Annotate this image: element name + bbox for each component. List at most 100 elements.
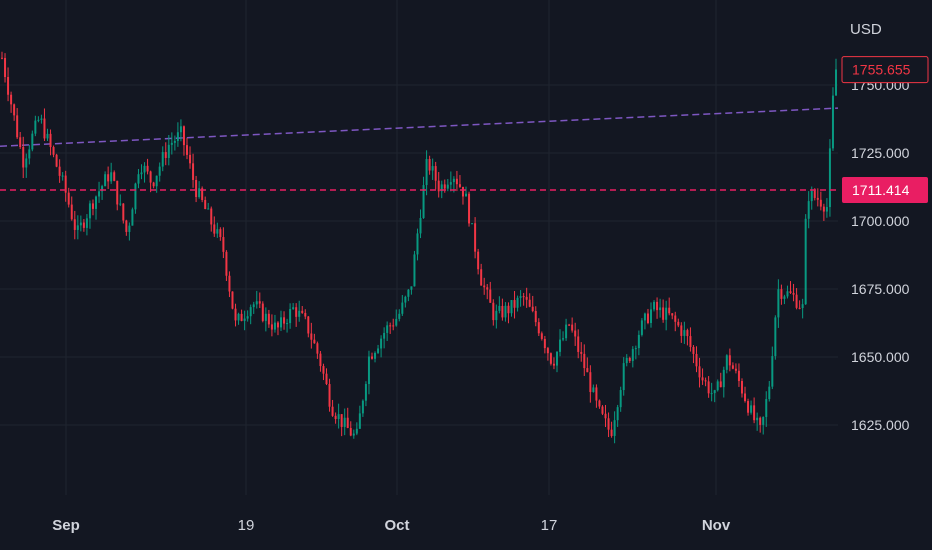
candle-body	[543, 338, 546, 349]
candle-body	[555, 351, 558, 366]
time-axis[interactable]: Sep 19 Oct 17 Nov	[52, 517, 731, 534]
candle-body	[228, 275, 231, 292]
candle-body	[613, 420, 616, 436]
candle-body	[198, 188, 201, 197]
candle-body	[583, 353, 586, 369]
candle-body	[79, 222, 82, 226]
candle-body	[656, 301, 659, 311]
candle-body	[361, 400, 364, 414]
candle-body	[680, 325, 683, 336]
trend-line[interactable]	[0, 107, 839, 147]
y-tick-label: 1700.000	[851, 213, 910, 229]
candle-body	[540, 333, 543, 339]
candle-body	[264, 313, 267, 321]
candle-body	[404, 296, 407, 303]
candle-body	[780, 289, 783, 299]
candle-body	[313, 339, 316, 344]
candle-body	[468, 193, 471, 224]
candle-body	[589, 372, 592, 393]
candle-body	[631, 349, 634, 361]
trend-lines[interactable]	[0, 0, 839, 147]
candle-body	[219, 229, 222, 238]
candle-body	[510, 300, 513, 314]
candle-body	[101, 186, 104, 192]
candle-body	[659, 307, 662, 311]
candle-body	[604, 413, 607, 419]
candle-body	[671, 313, 674, 316]
candle-body	[789, 291, 792, 293]
candle-body	[189, 154, 192, 164]
candle-body	[355, 428, 358, 434]
candle-body	[619, 390, 622, 408]
candle-body	[646, 313, 649, 323]
candle-body	[816, 197, 819, 200]
candle-body	[331, 406, 334, 416]
candle-body	[119, 203, 122, 205]
candle-body	[346, 417, 349, 428]
candle-body	[474, 223, 477, 252]
candle-body	[756, 417, 759, 421]
marked-price-badge: 1711.414	[842, 176, 928, 203]
candle-body	[125, 220, 128, 232]
candle-body	[798, 307, 801, 309]
candle-body	[116, 180, 119, 205]
candle-body	[395, 318, 398, 326]
candle-body	[334, 415, 337, 420]
current-price-label: 1755.655	[852, 62, 911, 78]
candle-body	[298, 310, 301, 317]
candle-body	[489, 289, 492, 303]
candle-body	[443, 184, 446, 189]
candle-body	[819, 199, 822, 207]
candle-body	[270, 324, 273, 330]
candle-body	[734, 368, 737, 371]
candle-body	[374, 352, 377, 359]
candle-body	[143, 165, 146, 173]
candle-body	[568, 324, 571, 326]
candle-body	[401, 302, 404, 314]
candle-body	[498, 305, 501, 311]
candle-body	[804, 218, 807, 305]
candle-body	[695, 353, 698, 367]
candle-body	[831, 95, 834, 149]
candle-body	[677, 321, 680, 326]
candle-body	[192, 163, 195, 180]
candle-body	[810, 190, 813, 202]
candle-body	[825, 207, 828, 212]
candle-body	[437, 180, 440, 192]
candle-body	[580, 351, 583, 354]
candle-body	[52, 147, 55, 155]
y-tick-label: 1650.000	[851, 349, 910, 365]
candle-body	[480, 269, 483, 286]
candle-body	[525, 296, 528, 300]
candle-body	[273, 322, 276, 330]
x-tick-label: 19	[238, 517, 255, 534]
candle-body	[222, 237, 225, 252]
candle-body	[134, 183, 137, 210]
candle-body	[28, 149, 31, 159]
candle-body	[349, 427, 352, 436]
candle-body	[643, 313, 646, 321]
candle-body	[179, 126, 182, 133]
candle-body	[73, 219, 76, 230]
x-tick-label: 17	[541, 517, 558, 534]
candle-body	[88, 203, 91, 219]
candle-body	[252, 304, 255, 308]
candle-body	[213, 224, 216, 234]
candle-body	[513, 300, 516, 308]
candle-body	[431, 166, 434, 171]
candle-body	[422, 185, 425, 219]
candle-body	[34, 120, 37, 134]
candle-body	[82, 222, 85, 228]
candle-body	[358, 413, 361, 429]
candle-body	[61, 175, 64, 177]
candle-body	[537, 322, 540, 334]
candle-body	[307, 316, 310, 334]
candle-body	[234, 308, 237, 321]
candle-body	[16, 115, 19, 138]
candle-body	[70, 204, 73, 220]
candle-body	[319, 353, 322, 367]
candle-body	[210, 208, 213, 225]
candle-body	[286, 323, 289, 325]
candle-body	[237, 313, 240, 321]
